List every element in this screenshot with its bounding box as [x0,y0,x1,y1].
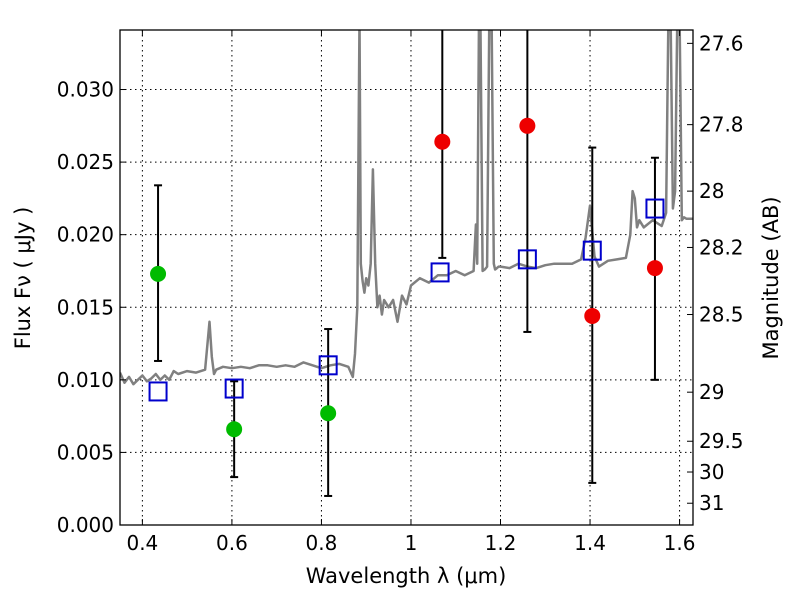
magnitude-tick-label: 29 [699,380,724,404]
red-points [434,117,663,324]
model-box [148,381,168,402]
x-tick-label: 1.6 [664,531,696,555]
y-axis-ticks: 0.000 0.005 0.010 0.015 0.020 0.025 0.030 [57,78,126,537]
magnitude-tick-label: 28.5 [699,303,744,327]
magnitude-tick-label: 27.8 [699,113,744,137]
y-tick-label: 0.000 [57,513,114,537]
model-box [224,378,244,399]
magnitude-tick-label: 29.5 [699,429,744,453]
y-tick-label: 0.010 [57,368,114,392]
green-point [320,405,337,422]
y-tick-label: 0.015 [57,295,114,319]
x-axis-ticks: 0.4 0.6 0.8 1 1.2 1.4 1.6 [126,30,695,555]
red-point [519,117,536,134]
model-photometry-boxes [148,198,665,402]
x-tick-label: 0.8 [306,531,338,555]
magnitude-tick-label: 27.6 [699,31,744,55]
model-spectrum-line [120,30,693,386]
x-tick-label: 0.4 [126,531,158,555]
model-box [318,355,338,376]
red-point [646,260,663,277]
red-point [434,133,451,150]
y-tick-label: 0.030 [57,78,114,102]
red-point [584,307,601,324]
magnitude-axis-ticks: 27.6 27.8 28 28.2 28.5 29 29.5 30 31 [687,31,744,515]
y-tick-label: 0.025 [57,150,114,174]
model-box [645,198,665,219]
green-point [150,265,167,282]
magnitude-tick-label: 31 [699,491,724,515]
magnitude-tick-label: 28.2 [699,235,744,259]
y-tick-label: 0.020 [57,223,114,247]
plot-frame [119,29,694,526]
plot-area [120,30,693,525]
y-axis-label: Flux Fν ( μJy ) [11,207,35,350]
x-tick-label: 0.6 [216,531,248,555]
model-box [517,249,537,270]
x-tick-label: 1.4 [574,531,606,555]
x-axis-label: Wavelength λ (μm) [306,564,507,588]
model-box [430,262,450,283]
x-tick-label: 1 [405,531,418,555]
grid [120,30,693,526]
magnitude-axis-label: Magnitude (AB) [759,196,783,359]
model-box [582,240,602,261]
magnitude-tick-label: 28 [699,179,724,203]
y-tick-label: 0.005 [57,440,114,464]
green-point [226,421,243,438]
x-tick-label: 1.2 [485,531,517,555]
plot-content [120,30,693,497]
magnitude-tick-label: 30 [699,460,724,484]
green-points [150,265,337,438]
